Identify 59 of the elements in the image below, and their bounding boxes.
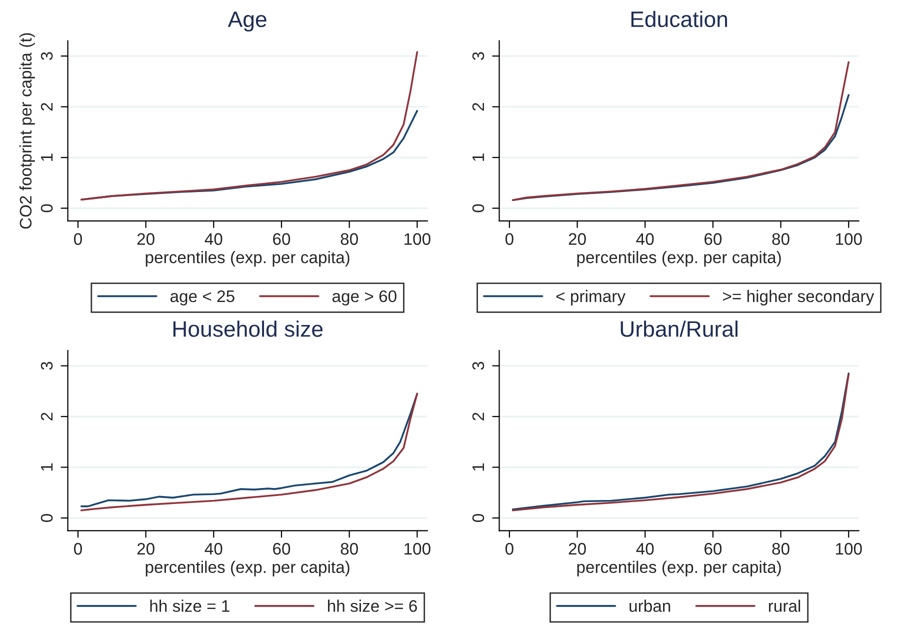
x-tick-label: 40: [204, 233, 222, 245]
y-tick-label: 3: [40, 52, 53, 60]
x-tick-label: 100: [836, 233, 862, 245]
chart-title: Age: [228, 12, 266, 32]
y-tick-label: 0: [40, 514, 53, 522]
x-tick-label: 40: [204, 542, 222, 555]
legend-label: < primary: [556, 290, 626, 306]
x-tick-label: 40: [636, 233, 654, 245]
line-series: [80, 51, 418, 201]
x-tick-label: 60: [273, 542, 290, 555]
y-tick-label: 1: [472, 154, 484, 161]
x-tick-label: 60: [704, 542, 722, 555]
legend-label: age > 60: [332, 290, 396, 306]
x-axis-title: percentiles (exp. per capita): [577, 251, 781, 267]
legend-label: age < 25: [170, 290, 234, 306]
x-tick-label: 0: [74, 233, 82, 245]
y-tick-label: 3: [40, 362, 53, 370]
y-tick-label: 1: [472, 463, 484, 471]
x-tick-label: 100: [404, 233, 430, 245]
y-tick-label: 0: [472, 204, 484, 212]
chart-title: Urban/Rural: [620, 320, 738, 337]
y-tick-label: 2: [40, 102, 53, 111]
y-tick-label: 2: [472, 102, 484, 111]
x-tick-label: 60: [273, 233, 290, 245]
y-tick-label: 3: [472, 362, 484, 370]
legend-label: >= higher secondary: [723, 290, 874, 306]
y-tick-label: 1: [41, 463, 53, 471]
x-tick-label: 40: [636, 542, 654, 555]
line-series: [512, 61, 850, 202]
x-tick-label: 80: [772, 233, 790, 245]
x-tick-label: 60: [704, 233, 722, 245]
legend-label: hh size = 1: [150, 600, 230, 612]
y-tick-label: 0: [472, 514, 484, 522]
chart-title: Household size: [173, 320, 323, 337]
y-tick-label: 0: [40, 204, 53, 212]
legend-label: urban: [630, 600, 670, 612]
x-tick-label: 20: [568, 233, 586, 245]
x-tick-label: 20: [568, 542, 586, 555]
legend-label: rural: [768, 600, 800, 612]
x-tick-label: 0: [505, 542, 514, 555]
x-axis-title: percentiles (exp. per capita): [146, 251, 350, 267]
legend-label: hh size >= 6: [328, 600, 417, 612]
chart-title: Education: [631, 10, 728, 28]
x-tick-label: 20: [137, 233, 154, 245]
x-tick-label: 20: [137, 542, 154, 555]
y-tick-label: 2: [40, 412, 53, 420]
x-tick-label: 80: [340, 233, 358, 245]
x-axis-title: percentiles (exp. per capita): [146, 560, 350, 576]
y-tick-label: 2: [472, 412, 484, 420]
x-tick-label: 0: [505, 233, 514, 245]
y-tick-label: 3: [472, 52, 484, 60]
x-tick-label: 80: [772, 542, 790, 555]
y-axis-title: CO2 footprint per capita (t): [19, 33, 35, 229]
x-tick-label: 80: [340, 542, 358, 555]
x-tick-label: 100: [836, 542, 862, 555]
x-tick-label: 100: [404, 542, 430, 555]
x-axis-title: percentiles (exp. per capita): [577, 560, 781, 576]
y-tick-label: 1: [41, 154, 53, 161]
x-tick-label: 0: [74, 542, 82, 555]
